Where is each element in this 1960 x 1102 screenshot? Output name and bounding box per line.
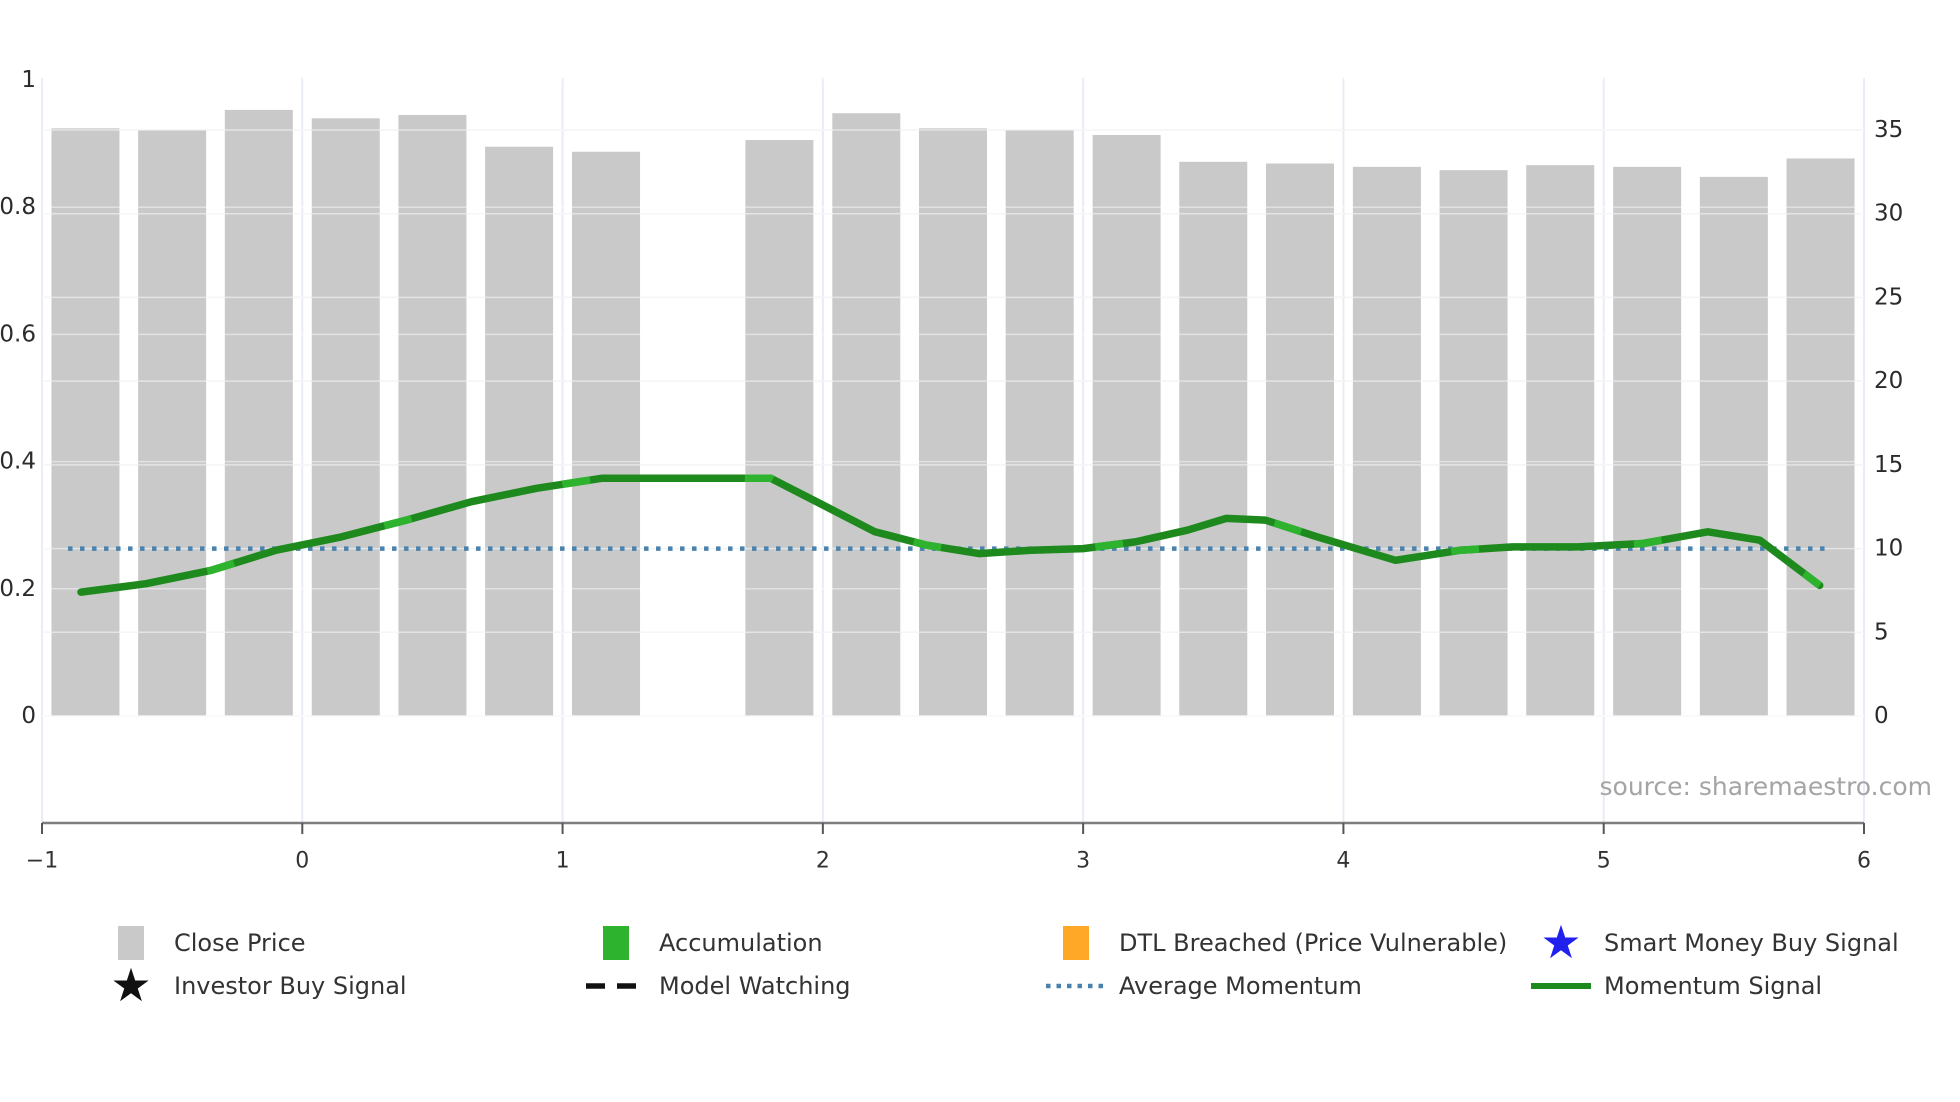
- close-price-bar: [572, 151, 641, 716]
- close-price-bar: [1439, 170, 1508, 716]
- close-price-bar: [1265, 163, 1334, 716]
- legend-item-momentum-signal: Momentum Signal: [1530, 964, 1960, 1007]
- right-tick-label: 30: [1874, 201, 1903, 227]
- right-tick-label: 20: [1874, 368, 1903, 394]
- legend-label: Momentum Signal: [1604, 971, 1823, 1000]
- legend-label: Investor Buy Signal: [174, 971, 407, 1000]
- x-tick-label: 0: [295, 849, 309, 874]
- left-tick-label: 0.4: [0, 449, 36, 475]
- x-tick-label: 3: [1076, 849, 1090, 874]
- legend-item-investor-buy-signal: ★ Investor Buy Signal: [100, 958, 585, 1012]
- close-price-bar: [1526, 165, 1595, 717]
- close-price-bar: [1699, 176, 1768, 717]
- legend-item-model-watching: Model Watching: [585, 964, 1045, 1007]
- close-price-bar: [1352, 166, 1421, 716]
- right-tick-label: 5: [1874, 619, 1889, 645]
- x-tick-label: 2: [816, 849, 830, 874]
- momentum-signal-line: [77, 474, 1824, 596]
- right-tick-label: 10: [1874, 536, 1903, 562]
- close-price-bar: [1005, 129, 1074, 716]
- black-star-icon: ★: [110, 958, 152, 1012]
- legend-label: Model Watching: [659, 971, 851, 1000]
- left-tick-label: 0.2: [0, 576, 36, 602]
- legend-label: Accumulation: [659, 928, 823, 957]
- left-tick-label: 0.6: [0, 321, 36, 347]
- accumulation-swatch-icon: [585, 925, 647, 960]
- x-tick-label: −1: [26, 849, 58, 874]
- close-price-bar: [398, 114, 467, 717]
- x-tick-label: 6: [1857, 849, 1871, 874]
- close-price-bar: [51, 128, 120, 716]
- close-price-bar: [224, 109, 293, 716]
- x-axis: −1 0 1 2 3 4 5 6: [26, 821, 1871, 874]
- legend-label: Average Momentum: [1119, 971, 1362, 1000]
- legend-item-dtl-breached: DTL Breached (Price Vulnerable): [1045, 921, 1530, 964]
- left-tick-label: 1: [21, 67, 36, 93]
- close-price-bars: [51, 109, 1855, 717]
- x-tick-label: 4: [1336, 849, 1350, 874]
- left-axis-labels: 0 0.2 0.4 0.6 0.8 1: [0, 67, 36, 729]
- close-price-bar: [1613, 166, 1682, 716]
- gridlines-over-bars: [42, 79, 1864, 717]
- right-tick-label: 15: [1874, 452, 1903, 478]
- left-tick-label: 0.8: [0, 194, 36, 220]
- x-tick-label: 5: [1597, 849, 1611, 874]
- close-price-bar: [485, 146, 554, 716]
- green-solid-line-icon: [1530, 981, 1592, 991]
- right-tick-label: 35: [1874, 117, 1903, 143]
- close-price-swatch-icon: [100, 925, 162, 960]
- right-axis-labels: 0 5 10 15 20 25 30 35: [1874, 117, 1903, 729]
- legend-item-accumulation: Accumulation: [585, 921, 1045, 964]
- legend-item-close-price: Close Price: [100, 921, 585, 964]
- legend-item-average-momentum: Average Momentum: [1045, 964, 1530, 1007]
- close-price-bar: [311, 118, 380, 717]
- blue-dotted-line-icon: [1045, 981, 1107, 991]
- source-credit: source: sharemaestro.com: [1599, 772, 1933, 801]
- black-dashed-line-icon: [585, 981, 647, 991]
- close-price-bar: [1092, 135, 1161, 717]
- right-tick-label: 25: [1874, 284, 1903, 310]
- legend-item-smart-money-buy-signal: ★ Smart Money Buy Signal: [1530, 915, 1960, 969]
- close-price-bar: [745, 140, 814, 716]
- x-tick-label: 1: [556, 849, 570, 874]
- left-tick-label: 0: [21, 703, 36, 729]
- legend-label: DTL Breached (Price Vulnerable): [1119, 928, 1508, 957]
- legend-label: Close Price: [174, 928, 306, 957]
- legend-label: Smart Money Buy Signal: [1604, 928, 1899, 957]
- accumulation-dashes: [80, 474, 1822, 596]
- close-price-bar: [1786, 158, 1855, 716]
- right-tick-label: 0: [1874, 703, 1889, 729]
- blue-star-icon: ★: [1540, 915, 1582, 969]
- close-price-bar: [1179, 161, 1248, 717]
- dtl-breached-swatch-icon: [1045, 925, 1107, 960]
- close-price-bar: [138, 129, 207, 716]
- chart-legend: Close Price Accumulation DTL Breached (P…: [100, 915, 1960, 1012]
- close-price-bar: [832, 113, 901, 716]
- close-price-bar: [918, 128, 987, 716]
- vertical-gridlines: [41, 78, 1865, 823]
